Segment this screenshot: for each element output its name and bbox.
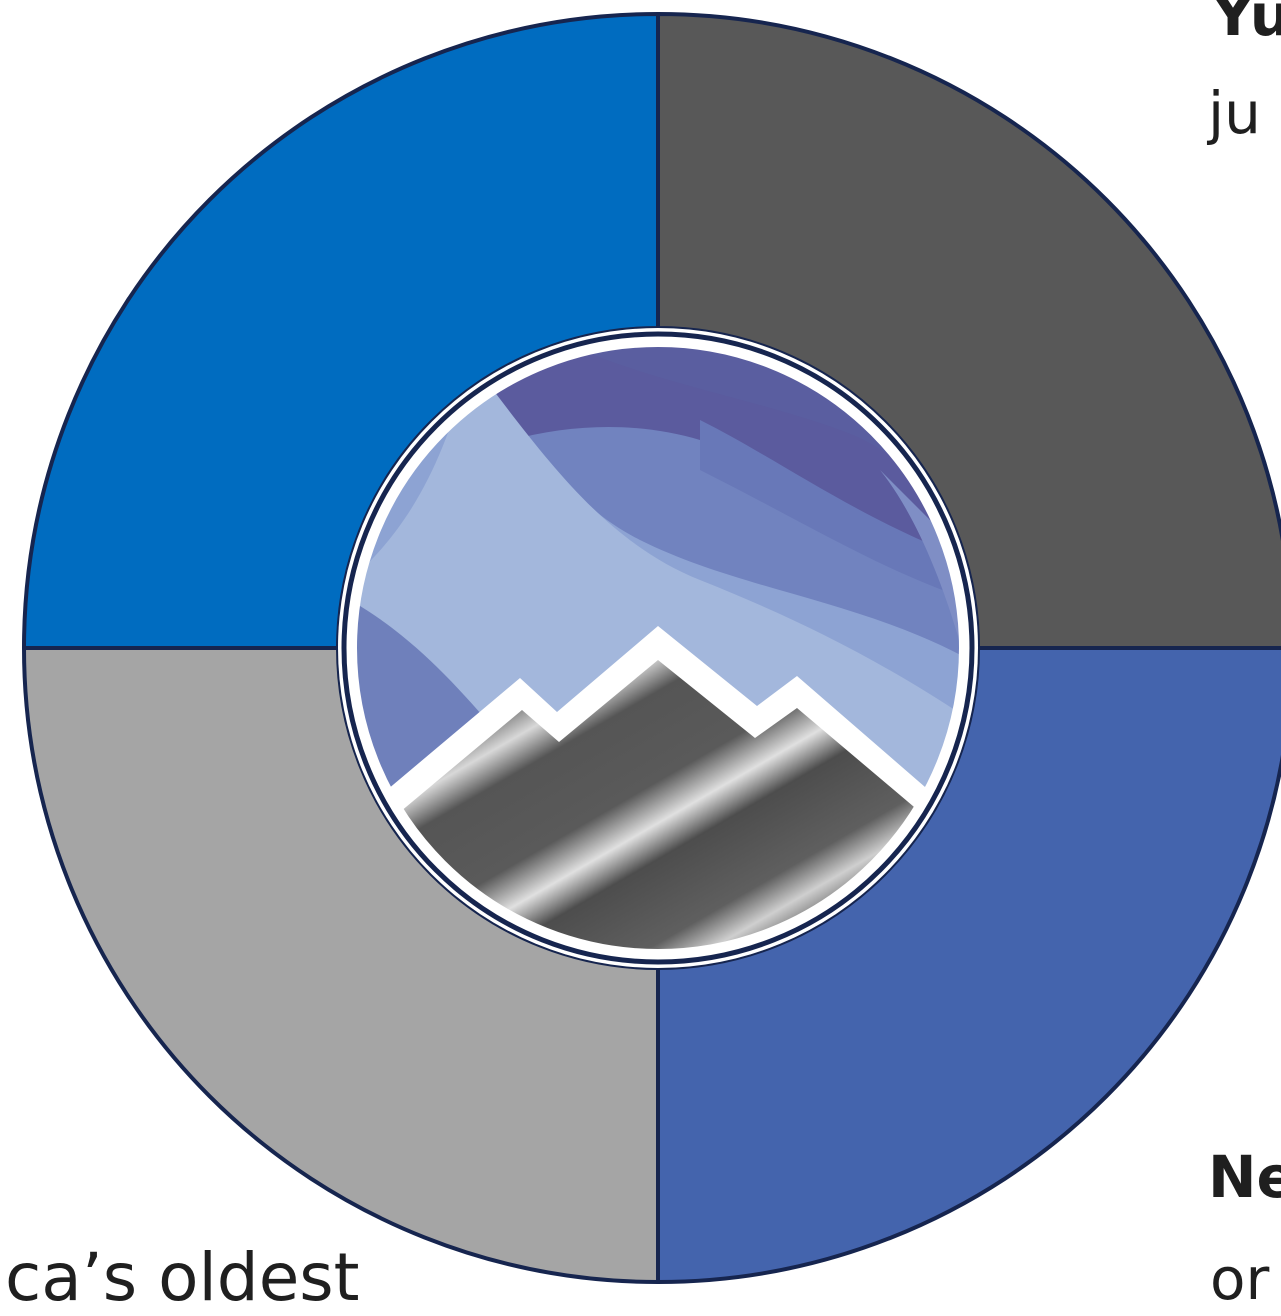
mountain-aurora-logo [338,328,978,968]
cut-off-text-left-line: ca’s oldest [5,1239,360,1316]
cut-off-text-bottom-heading: Ne [1208,1143,1281,1211]
cut-off-text-top-heading: Yu [1212,0,1281,49]
cut-off-text-top-line: ju [1208,79,1261,147]
cut-off-text-bottom-line: or [1210,1245,1270,1313]
